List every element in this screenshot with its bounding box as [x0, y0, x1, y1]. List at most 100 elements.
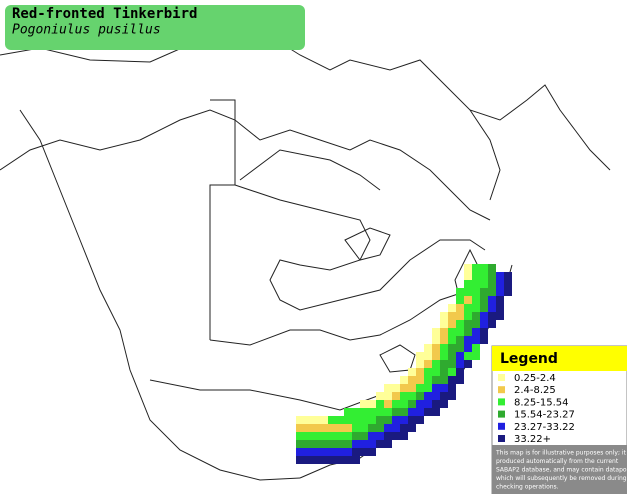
distribution-cell — [448, 344, 456, 352]
distribution-cell — [344, 456, 352, 464]
distribution-cell — [384, 432, 392, 440]
distribution-cell — [456, 320, 464, 328]
distribution-cell — [432, 328, 440, 336]
distribution-cell — [352, 456, 360, 464]
distribution-cell — [312, 456, 320, 464]
distribution-cell — [440, 392, 448, 400]
distribution-cell — [352, 440, 360, 448]
distribution-cell — [464, 344, 472, 352]
distribution-cell — [488, 296, 496, 304]
distribution-cell — [448, 376, 456, 384]
distribution-cell — [448, 368, 456, 376]
distribution-cell — [424, 360, 432, 368]
distribution-cell — [384, 408, 392, 416]
distribution-cell — [336, 416, 344, 424]
distribution-cell — [392, 416, 400, 424]
distribution-cell — [496, 288, 504, 296]
legend-label: 23.27-33.22 — [514, 422, 575, 433]
legend-label: 33.22+ — [514, 434, 551, 445]
distribution-cell — [440, 336, 448, 344]
distribution-cell — [304, 440, 312, 448]
distribution-cell — [312, 440, 320, 448]
distribution-cell — [504, 272, 512, 280]
distribution-cell — [480, 304, 488, 312]
subtitle: Pogoniulus pusillus — [12, 23, 161, 38]
distribution-cell — [400, 400, 408, 408]
distribution-cell — [360, 408, 368, 416]
distribution-cell — [392, 432, 400, 440]
distribution-cell — [296, 448, 304, 456]
distribution-cell — [392, 384, 400, 392]
distribution-cell — [432, 384, 440, 392]
distribution-cell — [368, 424, 376, 432]
distribution-cell — [360, 400, 368, 408]
distribution-cell — [424, 376, 432, 384]
distribution-cell — [424, 400, 432, 408]
distribution-cell — [464, 320, 472, 328]
distribution-cell — [392, 400, 400, 408]
distribution-cell — [456, 328, 464, 336]
legend-label: 15.54-23.27 — [514, 410, 575, 421]
legend-title: Legend — [500, 351, 558, 367]
distribution-cell — [432, 336, 440, 344]
disclaimer-text: which will subsequently be removed durin… — [496, 475, 627, 482]
distribution-cell — [472, 320, 480, 328]
distribution-cell — [464, 272, 472, 280]
distribution-cell — [472, 352, 480, 360]
title: Red-fronted Tinkerbird — [12, 6, 197, 22]
distribution-cell — [408, 376, 416, 384]
distribution-cell — [408, 424, 416, 432]
distribution-cell — [496, 272, 504, 280]
distribution-cell — [496, 280, 504, 288]
distribution-cell — [328, 440, 336, 448]
distribution-cell — [424, 352, 432, 360]
distribution-cell — [480, 312, 488, 320]
distribution-cell — [472, 312, 480, 320]
distribution-cell — [352, 424, 360, 432]
distribution-cell — [368, 432, 376, 440]
distribution-cell — [320, 416, 328, 424]
distribution-cell — [360, 448, 368, 456]
distribution-cell — [456, 352, 464, 360]
distribution-cell — [448, 304, 456, 312]
distribution-cell — [416, 368, 424, 376]
distribution-cell — [496, 296, 504, 304]
title-box — [5, 5, 305, 50]
distribution-cell — [296, 424, 304, 432]
distribution-cell — [480, 336, 488, 344]
legend-label: 0.25-2.4 — [514, 373, 556, 384]
distribution-cell — [472, 272, 480, 280]
distribution-cell — [352, 408, 360, 416]
distribution-cell — [488, 320, 496, 328]
distribution-cell — [456, 376, 464, 384]
distribution-cell — [456, 296, 464, 304]
distribution-cell — [296, 440, 304, 448]
distribution-cell — [376, 432, 384, 440]
distribution-cell — [328, 456, 336, 464]
distribution-cell — [464, 328, 472, 336]
distribution-cell — [456, 304, 464, 312]
distribution-cell — [320, 448, 328, 456]
distribution-cell — [480, 320, 488, 328]
distribution-cell — [408, 400, 416, 408]
distribution-cell — [464, 312, 472, 320]
distribution-cell — [384, 416, 392, 424]
distribution-cell — [432, 344, 440, 352]
distribution-cell — [472, 328, 480, 336]
distribution-cell — [304, 448, 312, 456]
distribution-cell — [432, 392, 440, 400]
distribution-cell — [456, 336, 464, 344]
distribution-cell — [472, 336, 480, 344]
distribution-cell — [344, 448, 352, 456]
distribution-cell — [440, 320, 448, 328]
distribution-cell — [440, 312, 448, 320]
distribution-cell — [360, 416, 368, 424]
distribution-cell — [376, 440, 384, 448]
distribution-cell — [296, 432, 304, 440]
distribution-cell — [448, 312, 456, 320]
distribution-cell — [368, 416, 376, 424]
distribution-cell — [312, 416, 320, 424]
distribution-cell — [464, 296, 472, 304]
distribution-cell — [416, 408, 424, 416]
distribution-cell — [368, 400, 376, 408]
